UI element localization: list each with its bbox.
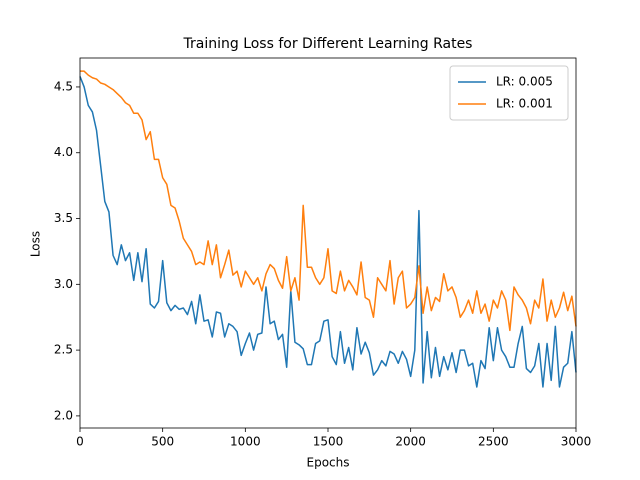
x-tick-label: 3000 [561,435,592,449]
x-tick-label: 2500 [478,435,509,449]
y-tick-label: 4.5 [54,79,73,93]
series-line [79,76,577,388]
x-tick-label: 1000 [230,435,261,449]
x-tick-label: 0 [76,435,84,449]
legend-box [449,65,569,121]
x-tick-label: 1500 [313,435,344,449]
x-axis-label: Epochs [307,456,350,470]
chart-title: Training Loss for Different Learning Rat… [183,36,473,52]
legend-label: LR: 0.005 [496,75,553,89]
series-line [80,70,577,332]
y-tick-label: 3.0 [54,277,73,291]
y-tick-label: 3.5 [54,211,73,225]
y-tick-label: 2.0 [54,408,73,422]
y-tick-label: 4.0 [54,145,73,159]
y-tick-label: 2.5 [54,343,73,357]
x-tick-label: 2000 [395,435,426,449]
legend-label: LR: 0.001 [496,97,553,111]
plot-frame [79,57,577,429]
x-tick-label: 500 [151,435,174,449]
y-axis-label: Loss [29,231,43,257]
